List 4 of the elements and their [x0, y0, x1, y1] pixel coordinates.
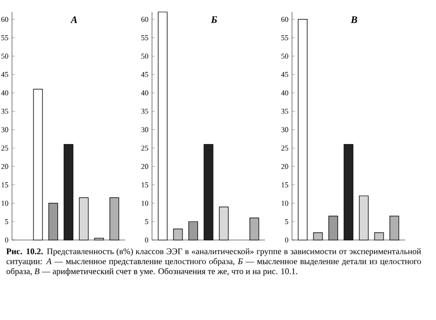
text: Рис. 10.2. Представленность (в%) классов ЭЭГ в «аналитической» группе в зависимости от экспериментальной ситуации: А — мысленное представление целостного образа, Б — мысленное выделение детали из целостного образа, В — арифметический счет в уме. Обозначения те же, что и на рис. 10.1. [6, 248, 421, 276]
chart-title: А [70, 16, 78, 23]
chart-title: Б [210, 16, 218, 23]
chart-title: В [350, 16, 358, 23]
